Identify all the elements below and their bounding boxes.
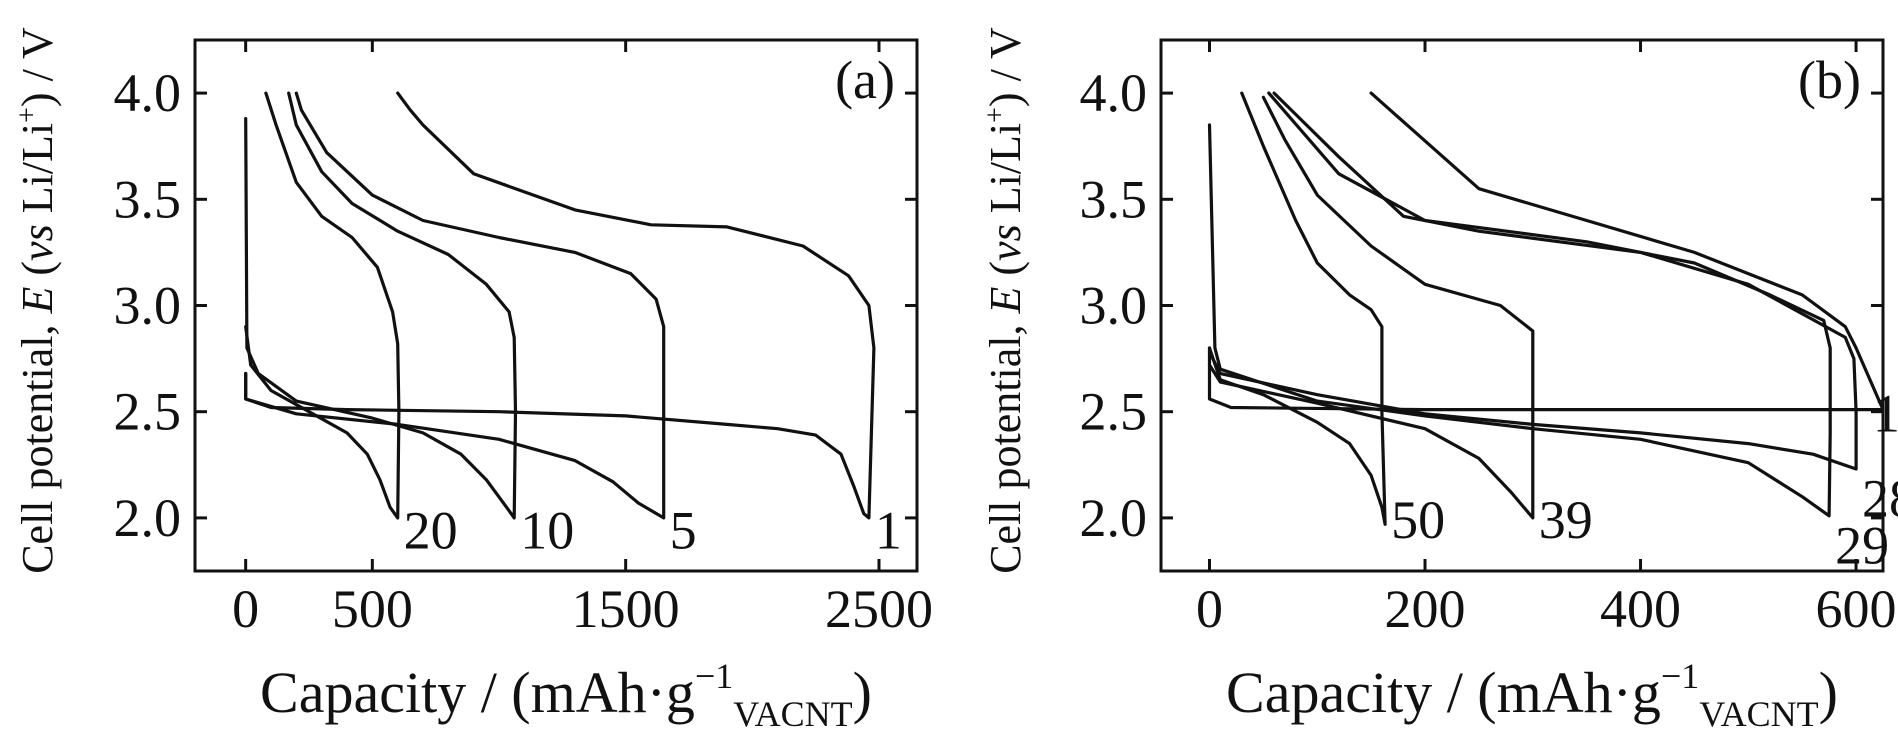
cycle-label: 20 [404, 501, 458, 561]
y-axis-title: Cell potential, E (vs Li/Li+) / V [12, 27, 62, 574]
panel-label: (a) [835, 50, 895, 110]
y-tick-label: 3.0 [114, 276, 182, 336]
cycle-label: 10 [520, 501, 574, 561]
x-tick-label: 600 [1816, 579, 1897, 639]
x-tick-label: 0 [1196, 579, 1223, 639]
y-tick-label: 2.0 [1080, 488, 1148, 548]
x-tick-label: 0 [232, 579, 259, 639]
y-tick-label: 2.0 [114, 488, 182, 548]
series-line-cycle-39 [1207, 95, 1535, 520]
y-tick-label: 3.0 [1080, 276, 1148, 336]
plot-frame [193, 38, 919, 573]
y-tick-label: 2.5 [114, 382, 182, 442]
series-line-cycle-29 [1207, 91, 1832, 518]
series-line-cycle-5 [244, 91, 666, 520]
cycle-label: 1 [875, 501, 902, 561]
series-line-cycle-10 [244, 91, 518, 520]
panel-label: (b) [1798, 50, 1861, 110]
cycle-label: 1 [1873, 384, 1898, 444]
cycle-label: 50 [1391, 490, 1445, 550]
chart-panel-a: 0 500 1500 2500 2.0 2.5 3.0 3.5 4.0 20 10 5 1 (a) Capa… [12, 27, 933, 734]
x-axis-title: Capacity / (mAh·g−1VACNT) [1226, 656, 1838, 734]
y-tick-label: 3.5 [1080, 169, 1148, 229]
x-tick-label: 200 [1385, 579, 1466, 639]
y-axis-title: Cell potential, E (vs Li/Li+) / V [980, 27, 1030, 574]
x-tick-label: 500 [332, 579, 413, 639]
cycle-label: 29 [1835, 515, 1889, 575]
x-tick-label: 400 [1600, 579, 1681, 639]
y-tick-label: 4.0 [1080, 63, 1148, 123]
y-tick-label: 2.5 [1080, 382, 1148, 442]
cycle-label: 39 [1539, 490, 1593, 550]
series-line-cycle-1 [1207, 91, 1885, 412]
x-axis-title: Capacity / (mAh·g−1VACNT) [260, 656, 872, 734]
plot-frame [1159, 38, 1885, 573]
series-line-cycle-20 [244, 91, 401, 520]
x-tick-label: 2500 [825, 579, 933, 639]
y-tick-label: 3.5 [114, 169, 182, 229]
series-line-cycle-50 [1207, 91, 1387, 526]
cycle-label: 5 [670, 501, 697, 561]
series-line-cycle-28 [1207, 91, 1858, 471]
series-line-cycle-1 [244, 91, 876, 520]
cycle-label: 28 [1862, 469, 1898, 529]
chart-panel-b: 0 200 400 600 2.0 2.5 3.0 3.5 4.0 50 39 2928 1 (b) Cap… [980, 27, 1898, 734]
x-tick-label: 1500 [572, 579, 680, 639]
y-tick-label: 4.0 [114, 63, 182, 123]
